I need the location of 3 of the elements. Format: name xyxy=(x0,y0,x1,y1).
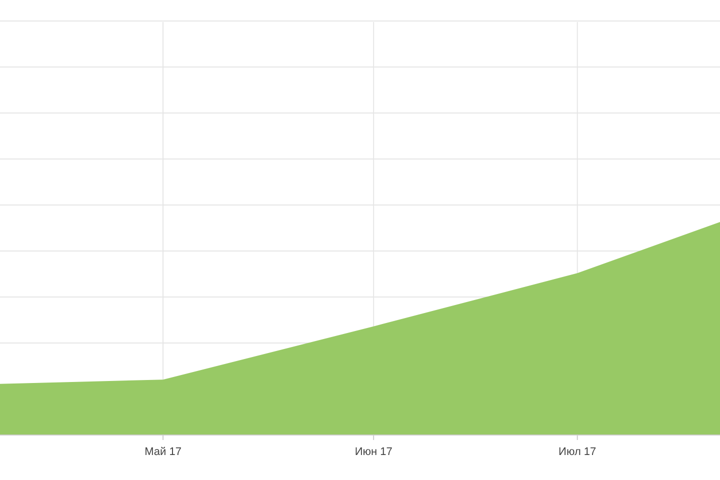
x-tick-label: Июл 17 xyxy=(558,446,596,458)
x-tick-label: Июн 17 xyxy=(354,446,392,458)
x-tick-label: Май 17 xyxy=(144,446,182,458)
